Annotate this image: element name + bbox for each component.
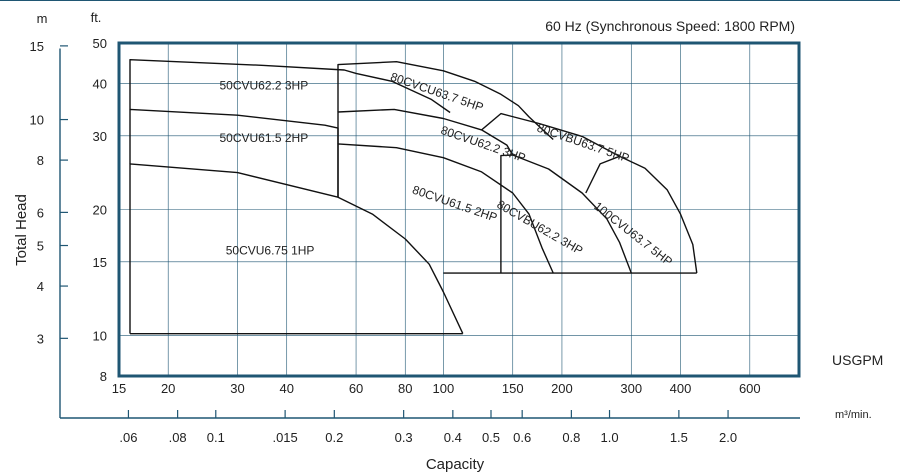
plot-frame	[117, 41, 801, 378]
region-outline	[337, 61, 554, 141]
x-tick-label: 80	[398, 381, 412, 396]
x-tick-label: 150	[502, 381, 524, 396]
y-tick-labels: 8 10 15 20 30 40 50	[93, 36, 107, 384]
m3-axis-label: .015	[272, 430, 297, 445]
x-unit-usgpm: USGPM	[832, 352, 883, 368]
region-outline	[337, 143, 554, 274]
auxiliary-axes: 3 4 5 6 8 10 15 .06 .08 0.1 .015 0.2 0.3 0.4 0.5 0.6 0.8…	[30, 39, 800, 445]
y-tick-label: 20	[93, 203, 107, 218]
x-tick-label: 30	[230, 381, 244, 396]
grid-lines	[118, 42, 799, 377]
region-outline	[585, 155, 698, 274]
m-axis-label: 8	[37, 153, 44, 168]
m-axis-label: 4	[37, 279, 44, 294]
x-tick-label: 60	[349, 381, 363, 396]
x-axis-title: Capacity	[426, 456, 485, 473]
m3-axis-label: 1.0	[600, 430, 618, 445]
m3-axis-label: 0.6	[513, 430, 531, 445]
region-outline	[129, 163, 464, 334]
region-label: 50CVU61.5 2HP	[220, 131, 309, 145]
m3-axis-label: 0.1	[207, 430, 225, 445]
y-tick-label: 8	[100, 369, 107, 384]
y-tick-label: 50	[93, 36, 107, 51]
m3-axis-label: 2.0	[719, 430, 737, 445]
y-tick-label: 30	[93, 129, 107, 144]
x-tick-label: 600	[739, 381, 761, 396]
m-axis-label: 3	[37, 331, 44, 346]
chart-subtitle: 60 Hz (Synchronous Speed: 1800 RPM)	[545, 18, 795, 34]
x-tick-label: 40	[279, 381, 293, 396]
m3-axis-label: .08	[169, 430, 187, 445]
top-rule	[0, 0, 900, 1]
x-tick-label: 400	[670, 381, 692, 396]
region-label: 50CVU62.2 3HP	[220, 79, 309, 93]
m-axis-label: 6	[37, 205, 44, 220]
x-tick-labels: 15 20 30 40 60 80 100 150 200 300 400 600	[112, 381, 761, 396]
x-unit-m3min: m³/min.	[835, 409, 872, 421]
x-tick-label: 20	[161, 381, 175, 396]
region-label: 50CVU6.75 1HP	[226, 244, 315, 258]
m-axis-label: 10	[30, 113, 44, 128]
region-outline	[481, 112, 620, 157]
m3-axis-label: 0.3	[395, 430, 413, 445]
m-axis-label: 5	[37, 239, 44, 254]
x-tick-label: 15	[112, 381, 126, 396]
region-outline	[500, 154, 632, 274]
m3-axis-label: 0.2	[325, 430, 343, 445]
y-axis-title: Total Head	[13, 194, 30, 266]
region-outline	[129, 59, 451, 114]
m3-axis-label: 0.8	[562, 430, 580, 445]
y-unit-m: m	[37, 11, 48, 26]
pump-regions	[129, 59, 698, 335]
x-tick-label: 300	[620, 381, 642, 396]
m3-axis-label: 0.4	[444, 430, 462, 445]
m3-axis-label: .06	[119, 430, 137, 445]
m3-axis-label: 1.5	[670, 430, 688, 445]
y-unit-ft: ft.	[91, 10, 102, 25]
m3-axis-label: 0.5	[482, 430, 500, 445]
y-tick-label: 10	[93, 328, 107, 343]
x-tick-label: 100	[433, 381, 455, 396]
y-tick-label: 15	[93, 255, 107, 270]
m-axis-label: 15	[30, 39, 44, 54]
y-tick-label: 40	[93, 77, 107, 92]
x-tick-label: 200	[551, 381, 573, 396]
